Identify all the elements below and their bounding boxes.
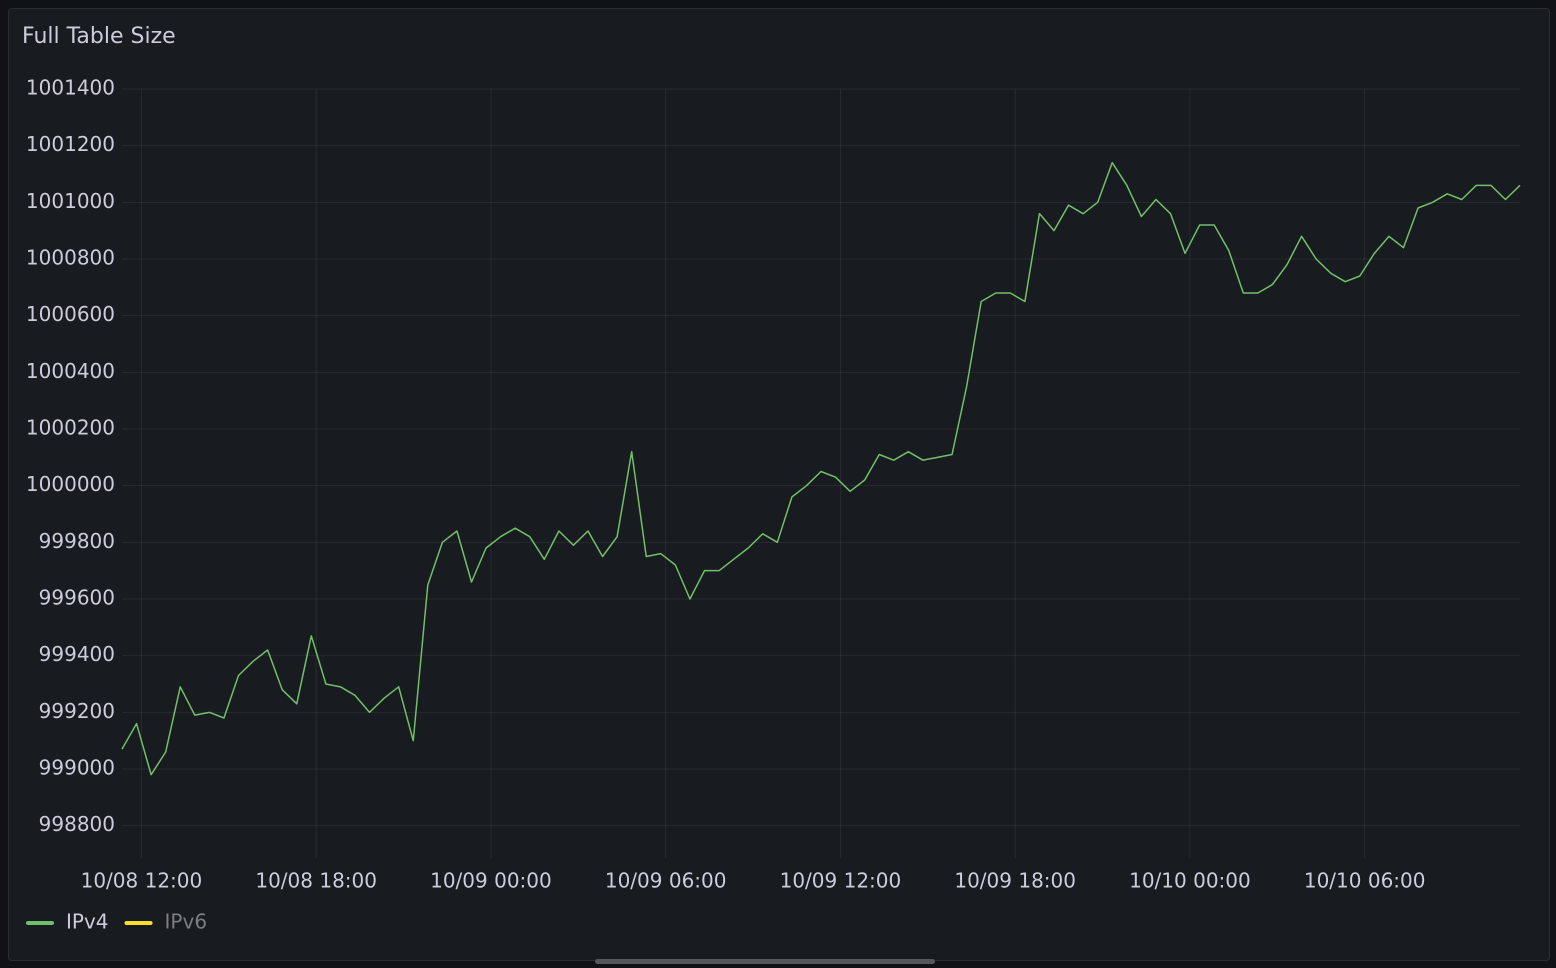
y-tick-label: 1000000	[26, 472, 115, 496]
y-tick-label: 1000600	[26, 302, 115, 326]
y-tick-label: 998800	[39, 812, 115, 836]
y-tick-label: 999000	[39, 756, 115, 780]
y-tick-label: 1000800	[26, 246, 115, 270]
x-tick-label: 10/10 06:00	[1304, 869, 1426, 893]
y-tick-label: 999200	[39, 699, 115, 723]
y-tick-label: 1001400	[26, 76, 115, 100]
y-tick-label: 1000200	[26, 416, 115, 440]
y-tick-label: 999800	[39, 529, 115, 553]
x-tick-label: 10/09 12:00	[780, 869, 902, 893]
x-tick-label: 10/09 06:00	[605, 869, 727, 893]
legend-label[interactable]: IPv4	[66, 910, 109, 934]
x-tick-label: 10/08 12:00	[81, 869, 203, 893]
x-tick-label: 10/10 00:00	[1129, 869, 1251, 893]
data-line	[121, 161, 1521, 776]
y-tick-label: 1001000	[26, 189, 115, 213]
chart-title: Full Table Size	[22, 24, 176, 49]
legend-label[interactable]: IPv6	[165, 910, 208, 934]
x-tick-label: 10/08 18:00	[255, 869, 377, 893]
y-tick-label: 1001200	[26, 132, 115, 156]
y-tick-label: 1000400	[26, 359, 115, 383]
x-tick-label: 10/09 00:00	[430, 869, 552, 893]
y-tick-label: 999400	[39, 642, 115, 666]
panel	[8, 8, 1550, 961]
y-tick-label: 999600	[39, 586, 115, 610]
x-tick-label: 10/09 18:00	[954, 869, 1076, 893]
scrollbar[interactable]	[595, 959, 935, 964]
